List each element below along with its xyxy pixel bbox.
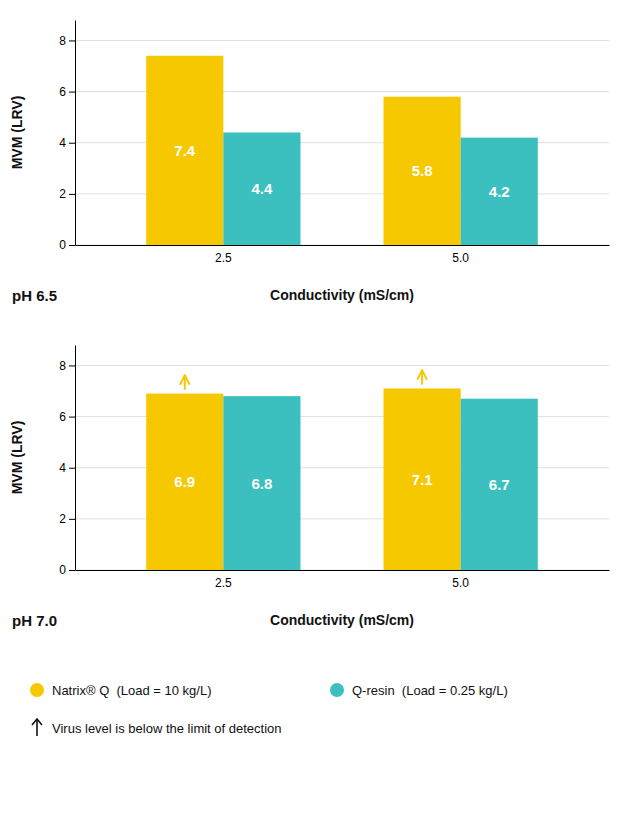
- grid-line: [75, 40, 609, 41]
- chart-title: pH 7.0: [12, 612, 57, 629]
- bars: [146, 56, 538, 245]
- bar: [223, 133, 300, 246]
- data-label: 4.2: [489, 183, 510, 200]
- legend-item: Q-resin (Load = 0.25 kg/L): [330, 683, 508, 698]
- legend-arrow-head: [32, 719, 42, 725]
- y-tick: 2: [59, 512, 75, 526]
- y-axis-line: [75, 346, 76, 571]
- y-tick-label: 2: [59, 512, 66, 526]
- y-tick-label: 8: [59, 34, 66, 48]
- y-tick-mark: [69, 468, 75, 469]
- data-label: 7.1: [412, 471, 433, 488]
- x-axis-line: [76, 570, 610, 571]
- series: [146, 56, 460, 245]
- bars: [146, 388, 538, 570]
- limit-arrow: [184, 375, 186, 390]
- data-label: 5.8: [412, 162, 433, 179]
- y-axis-title: MVM (LRV): [9, 421, 25, 495]
- y-tick-mark: [69, 143, 75, 144]
- data-label: 4.4: [251, 180, 273, 197]
- bar: [461, 138, 538, 245]
- y-tick: 6: [59, 410, 75, 424]
- series: [223, 396, 537, 570]
- data-label: 6.7: [489, 476, 510, 493]
- x-tick: 5.0: [452, 245, 469, 265]
- y-axis: 0 2 4 6 8: [59, 21, 75, 253]
- x-axis-title: Conductivity (mS/cm): [270, 612, 414, 628]
- y-tick: 8: [59, 359, 75, 373]
- y-tick-mark: [69, 519, 75, 520]
- legend-label: Natrix® Q (Load = 10 kg/L): [52, 683, 212, 698]
- y-tick-label: 4: [59, 136, 66, 150]
- x-axis: 2.5 5.0: [76, 245, 610, 265]
- y-tick-mark: [69, 40, 75, 41]
- data-labels: 7.4 5.8 4.4 4.2: [174, 142, 509, 200]
- legend-arrow-shaft: [36, 720, 38, 736]
- series: [146, 388, 460, 570]
- y-tick-mark: [69, 365, 75, 366]
- y-tick-label: 2: [59, 187, 66, 201]
- grid-line: [75, 365, 609, 366]
- bar: [384, 388, 461, 570]
- x-axis: 2.5 5.0: [76, 570, 610, 590]
- chart-title: pH 6.5: [12, 287, 57, 304]
- bar: [461, 399, 538, 570]
- y-tick-mark: [69, 92, 75, 93]
- y-tick-label: 0: [59, 238, 66, 252]
- y-tick-mark: [69, 417, 75, 418]
- bar: [146, 56, 223, 245]
- y-tick-mark: [69, 245, 75, 246]
- x-tick-label: 2.5: [215, 576, 232, 590]
- grid: [75, 365, 609, 570]
- y-axis-line: [75, 21, 76, 246]
- y-tick: 6: [59, 85, 75, 99]
- y-tick-label: 6: [59, 85, 66, 99]
- y-tick-mark: [69, 194, 75, 195]
- y-tick: 2: [59, 187, 75, 201]
- data-label: 7.4: [174, 142, 196, 159]
- bar: [146, 394, 223, 570]
- data-label: 6.8: [251, 475, 272, 492]
- x-tick-label: 5.0: [452, 251, 469, 265]
- data-label: 6.9: [174, 473, 195, 490]
- series: [223, 133, 537, 246]
- legend-note: Virus level is below the limit of detect…: [32, 719, 282, 736]
- y-tick-label: 6: [59, 410, 66, 424]
- legend-swatch: [330, 683, 344, 697]
- x-tick-label: 5.0: [452, 576, 469, 590]
- x-axis-line: [76, 245, 610, 246]
- x-tick-label: 2.5: [215, 251, 232, 265]
- y-tick-label: 8: [59, 359, 66, 373]
- annotation: Virus level is below the limit of detect…: [52, 721, 282, 736]
- y-tick: 4: [59, 136, 75, 150]
- y-tick-label: 4: [59, 461, 66, 475]
- legend-swatch: [30, 683, 44, 697]
- y-tick-mark: [69, 570, 75, 571]
- y-tick: 0: [59, 238, 75, 252]
- legend: Natrix® Q (Load = 10 kg/L) Q-resin (Load …: [30, 683, 508, 737]
- limit-arrow: [421, 370, 423, 385]
- y-tick: 0: [59, 563, 75, 577]
- legend-item: Natrix® Q (Load = 10 kg/L): [30, 683, 212, 698]
- chart-panel: 6.9 7.1 6.8 6.7 0 2 4 6 8 2.5 5.0: [59, 346, 609, 590]
- chart-panel: 7.4 5.8 4.4 4.2 0 2 4 6 8 2.5 5.0: [59, 21, 609, 265]
- data-labels: 6.9 7.1 6.8 6.7: [174, 471, 509, 493]
- limit-arrows: [185, 370, 422, 390]
- bar: [223, 396, 300, 570]
- y-axis: 0 2 4 6 8: [59, 346, 75, 578]
- x-tick: 5.0: [452, 570, 469, 590]
- legend-label: Q-resin (Load = 0.25 kg/L): [352, 683, 508, 698]
- y-tick: 8: [59, 34, 75, 48]
- x-tick: 2.5: [215, 570, 232, 590]
- bar: [384, 97, 461, 245]
- chart-figure: 7.4 5.8 4.4 4.2 0 2 4 6 8 2.5 5.0 MVM (LRV) pH 6.5 Co…: [0, 0, 629, 822]
- x-tick: 2.5: [215, 245, 232, 265]
- grid: [75, 40, 609, 245]
- y-axis-title: MVM (LRV): [9, 96, 25, 170]
- y-tick: 4: [59, 461, 75, 475]
- x-axis-title: Conductivity (mS/cm): [270, 287, 414, 303]
- y-tick-label: 0: [59, 563, 66, 577]
